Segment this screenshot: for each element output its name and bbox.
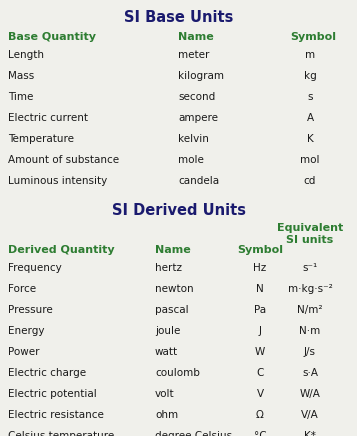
Text: meter: meter bbox=[178, 50, 209, 60]
Text: s·A: s·A bbox=[302, 368, 318, 378]
Text: Electric current: Electric current bbox=[8, 113, 88, 123]
Text: Temperature: Temperature bbox=[8, 134, 74, 144]
Text: second: second bbox=[178, 92, 215, 102]
Text: V/A: V/A bbox=[301, 410, 319, 420]
Text: Pressure: Pressure bbox=[8, 305, 53, 315]
Text: K*: K* bbox=[304, 431, 316, 436]
Text: cd: cd bbox=[304, 176, 316, 186]
Text: ohm: ohm bbox=[155, 410, 178, 420]
Text: Energy: Energy bbox=[8, 326, 45, 336]
Text: pascal: pascal bbox=[155, 305, 188, 315]
Text: Ω: Ω bbox=[256, 410, 264, 420]
Text: K: K bbox=[307, 134, 313, 144]
Text: ampere: ampere bbox=[178, 113, 218, 123]
Text: SI Base Units: SI Base Units bbox=[124, 10, 233, 25]
Text: kg: kg bbox=[303, 71, 316, 81]
Text: Symbol: Symbol bbox=[290, 32, 336, 42]
Text: Electric resistance: Electric resistance bbox=[8, 410, 104, 420]
Text: Frequency: Frequency bbox=[8, 263, 62, 273]
Text: Electric charge: Electric charge bbox=[8, 368, 86, 378]
Text: Time: Time bbox=[8, 92, 33, 102]
Text: SI Derived Units: SI Derived Units bbox=[111, 203, 246, 218]
Text: Base Quantity: Base Quantity bbox=[8, 32, 96, 42]
Text: kilogram: kilogram bbox=[178, 71, 224, 81]
Text: Hz: Hz bbox=[253, 263, 267, 273]
Text: W/A: W/A bbox=[300, 389, 321, 399]
Text: joule: joule bbox=[155, 326, 180, 336]
Text: s⁻¹: s⁻¹ bbox=[302, 263, 318, 273]
Text: Amount of substance: Amount of substance bbox=[8, 155, 119, 165]
Text: C: C bbox=[256, 368, 264, 378]
Text: volt: volt bbox=[155, 389, 175, 399]
Text: J: J bbox=[258, 326, 261, 336]
Text: Equivalent
SI units: Equivalent SI units bbox=[277, 223, 343, 245]
Text: degree Celsius: degree Celsius bbox=[155, 431, 232, 436]
Text: Length: Length bbox=[8, 50, 44, 60]
Text: watt: watt bbox=[155, 347, 178, 357]
Text: Electric potential: Electric potential bbox=[8, 389, 97, 399]
Text: N: N bbox=[256, 284, 264, 294]
Text: Luminous intensity: Luminous intensity bbox=[8, 176, 107, 186]
Text: newton: newton bbox=[155, 284, 193, 294]
Text: Celsius temperature: Celsius temperature bbox=[8, 431, 114, 436]
Text: Name: Name bbox=[178, 32, 214, 42]
Text: mole: mole bbox=[178, 155, 204, 165]
Text: mol: mol bbox=[300, 155, 320, 165]
Text: hertz: hertz bbox=[155, 263, 182, 273]
Text: m·kg·s⁻²: m·kg·s⁻² bbox=[288, 284, 332, 294]
Text: kelvin: kelvin bbox=[178, 134, 209, 144]
Text: N·m: N·m bbox=[300, 326, 321, 336]
Text: Name: Name bbox=[155, 245, 191, 255]
Text: °C: °C bbox=[254, 431, 266, 436]
Text: Derived Quantity: Derived Quantity bbox=[8, 245, 115, 255]
Text: Symbol: Symbol bbox=[237, 245, 283, 255]
Text: N/m²: N/m² bbox=[297, 305, 323, 315]
Text: Power: Power bbox=[8, 347, 40, 357]
Text: A: A bbox=[306, 113, 313, 123]
Text: s: s bbox=[307, 92, 313, 102]
Text: m: m bbox=[305, 50, 315, 60]
Text: Mass: Mass bbox=[8, 71, 34, 81]
Text: J/s: J/s bbox=[304, 347, 316, 357]
Text: Force: Force bbox=[8, 284, 36, 294]
Text: V: V bbox=[256, 389, 263, 399]
Text: candela: candela bbox=[178, 176, 219, 186]
Text: coulomb: coulomb bbox=[155, 368, 200, 378]
Text: W: W bbox=[255, 347, 265, 357]
Text: Pa: Pa bbox=[254, 305, 266, 315]
